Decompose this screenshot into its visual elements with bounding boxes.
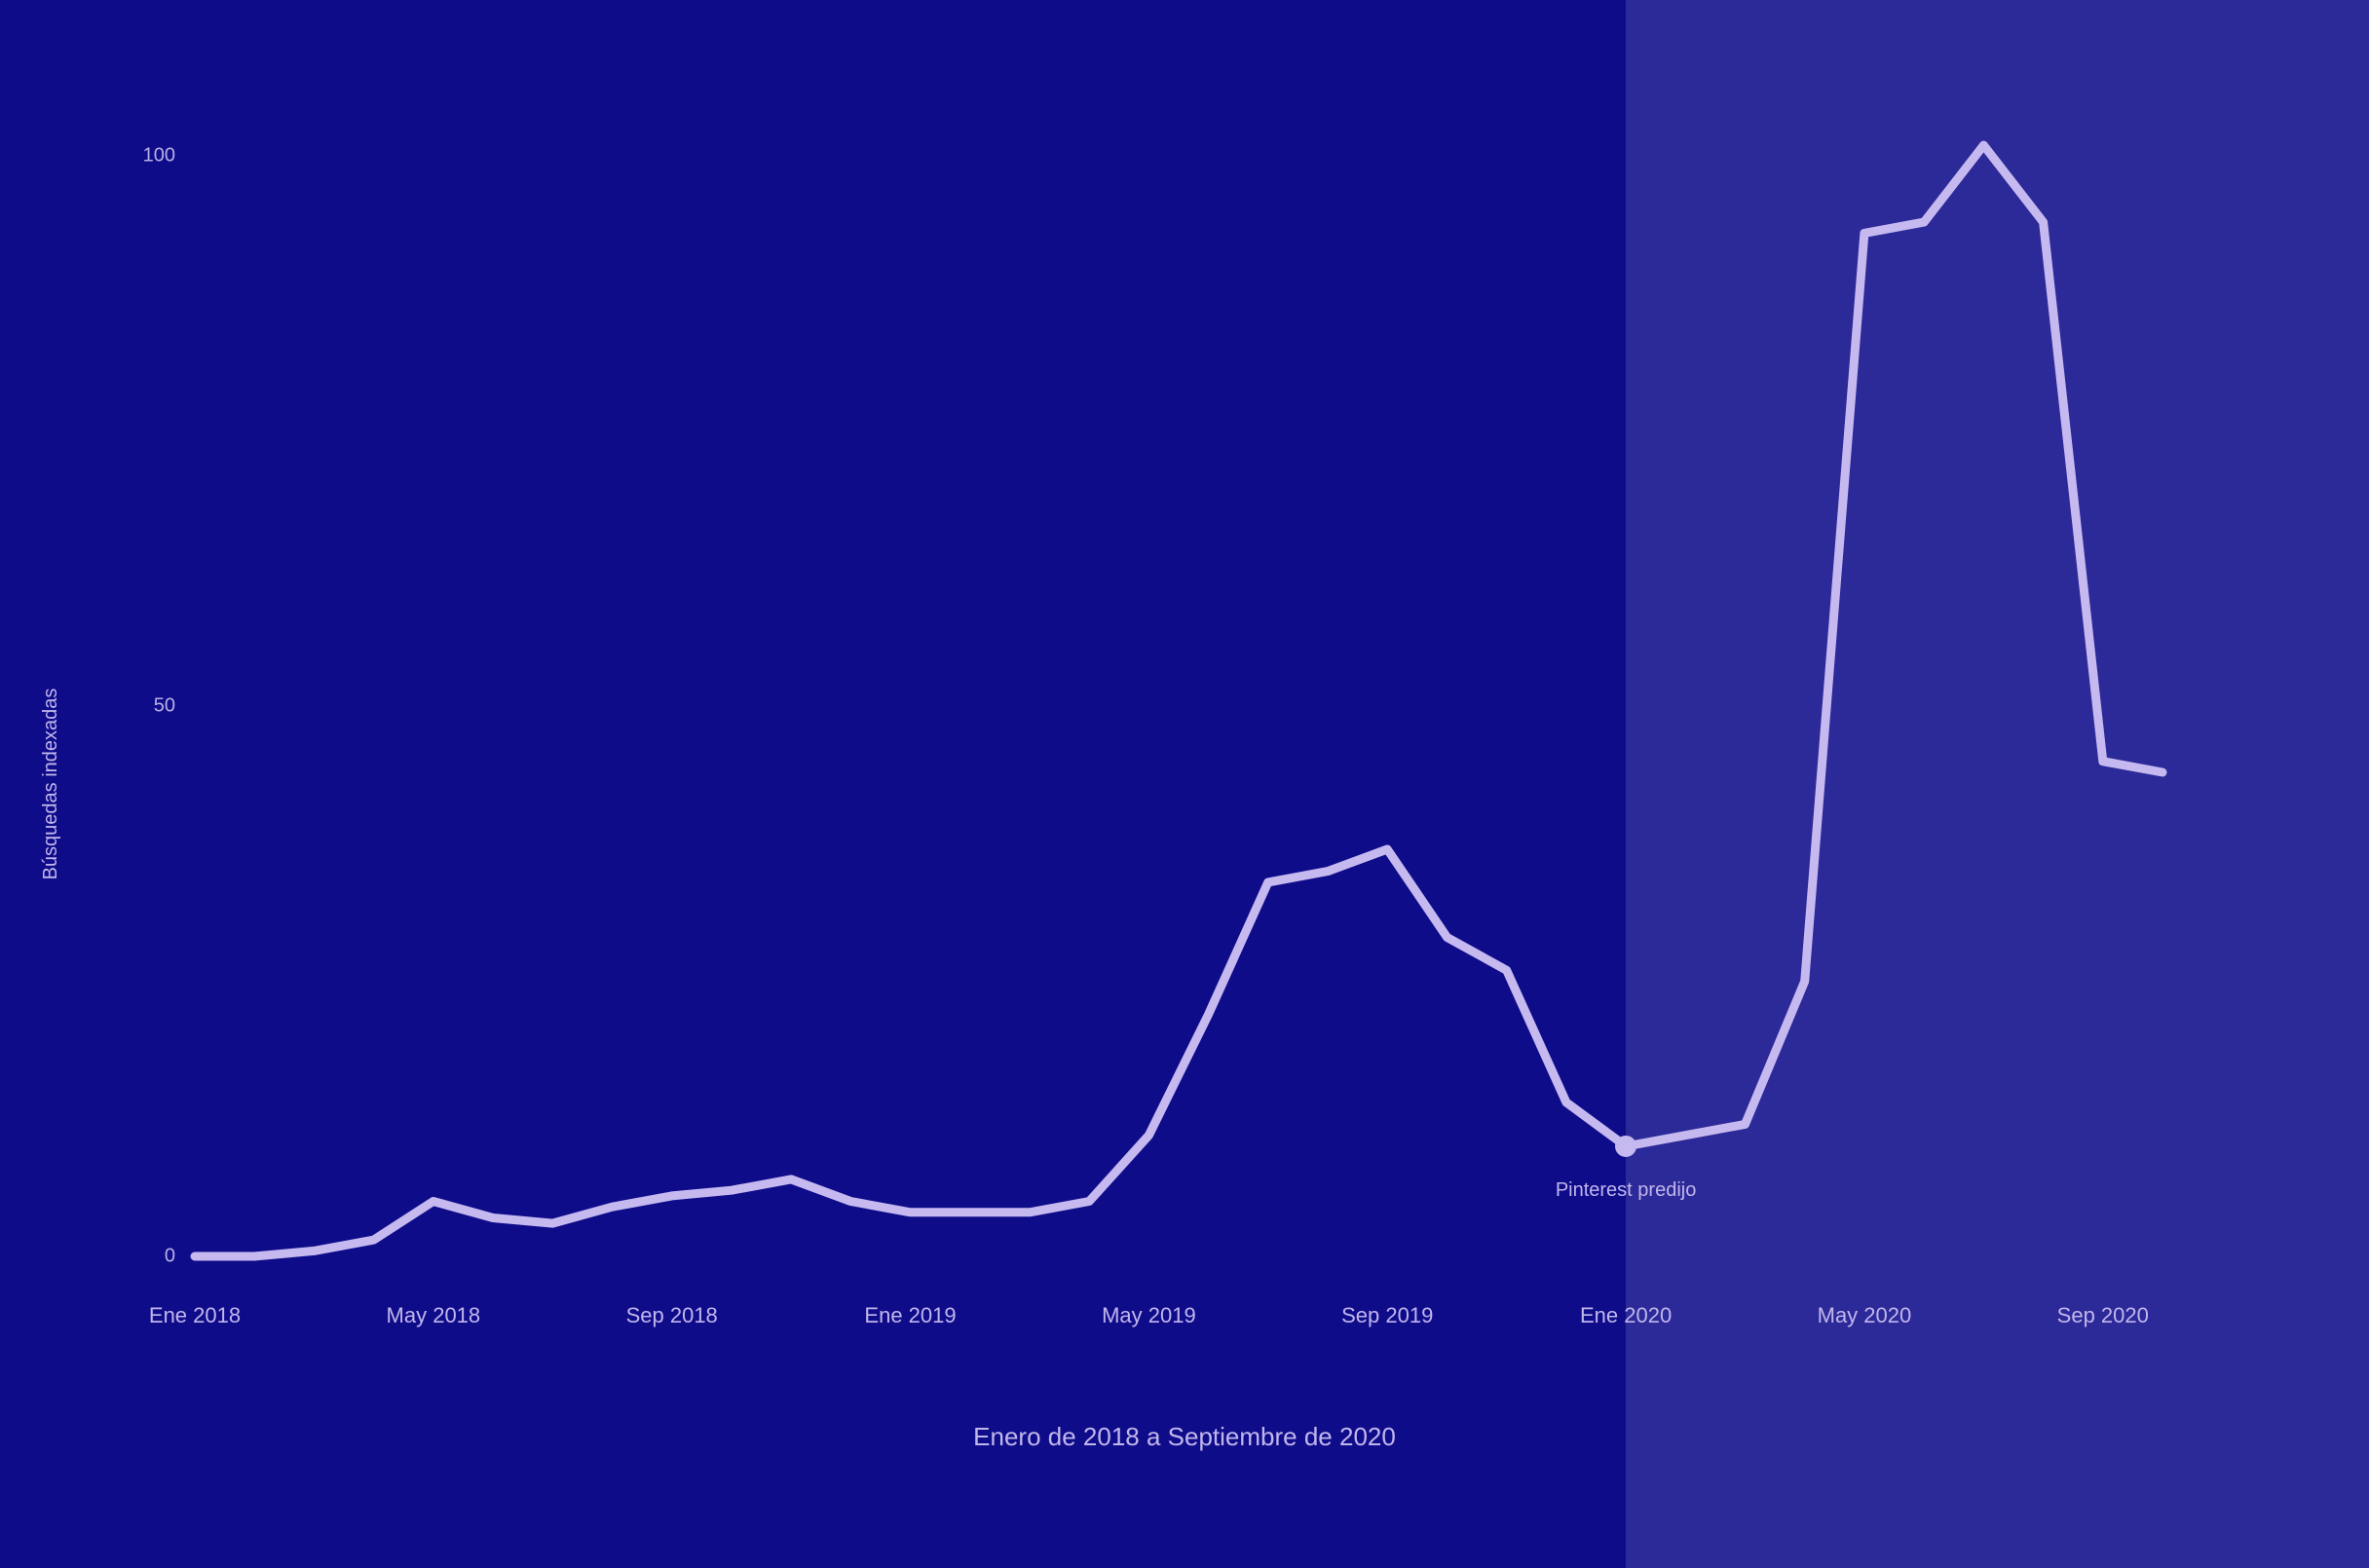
x-tick: Sep 2019 bbox=[1341, 1303, 1433, 1328]
prediction-marker-label: Pinterest predijo bbox=[1556, 1179, 1697, 1202]
y-tick: 0 bbox=[117, 1246, 175, 1268]
x-axis-title: Enero de 2018 a Septiembre de 2020 bbox=[973, 1422, 1396, 1452]
x-tick: Sep 2020 bbox=[2057, 1303, 2149, 1328]
prediction-marker bbox=[1615, 1136, 1636, 1157]
x-tick: Ene 2020 bbox=[1580, 1303, 1672, 1328]
x-tick: Sep 2018 bbox=[626, 1303, 718, 1328]
x-tick: May 2020 bbox=[1818, 1303, 1912, 1328]
x-tick: May 2018 bbox=[387, 1303, 481, 1328]
y-axis-label: Búsquedas indexadas bbox=[40, 689, 62, 880]
line-chart: Búsquedas indexadas 0 50 100 Ene 2018 May 2… bbox=[0, 0, 2369, 1568]
x-tick: Ene 2019 bbox=[864, 1303, 956, 1328]
y-tick: 100 bbox=[117, 145, 175, 168]
y-tick: 50 bbox=[117, 695, 175, 718]
series-line bbox=[195, 145, 2162, 1256]
x-tick: Ene 2018 bbox=[149, 1303, 241, 1328]
plot-svg bbox=[0, 0, 2369, 1568]
x-tick: May 2019 bbox=[1102, 1303, 1196, 1328]
